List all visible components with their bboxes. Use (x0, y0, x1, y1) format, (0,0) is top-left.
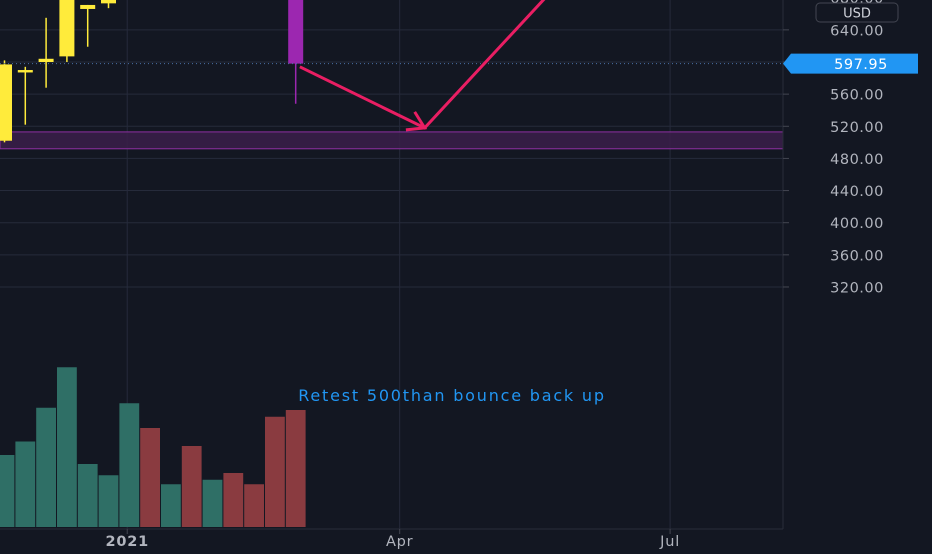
volume-bar (265, 416, 285, 527)
price-tick-label: 400.00 (830, 216, 884, 232)
time-tick-label: Apr (386, 534, 414, 550)
arrow-head-down (405, 111, 428, 132)
candle-body (38, 58, 54, 62)
volume-bar (202, 479, 223, 527)
current-price-tag: 597.95 (783, 53, 918, 74)
volume-bar (57, 367, 77, 527)
time-tick-label: Jul (659, 534, 680, 550)
price-tick-label: 560.00 (830, 88, 884, 104)
price-tick-label: 520.00 (830, 120, 884, 136)
currency-label: USD (843, 7, 871, 22)
price-tick-label: 440.00 (830, 184, 884, 200)
volume-bar (36, 407, 56, 527)
annotation-text: Retest 500than bounce back up (298, 386, 606, 405)
price-tick-label: 320.00 (830, 280, 884, 296)
volume-bar (223, 473, 244, 527)
price-tick-label: 480.00 (830, 152, 884, 168)
time-tick-label: 2021 (105, 534, 149, 550)
volume-bar (181, 446, 202, 527)
candle-body (59, 0, 75, 57)
volume-bar (244, 484, 264, 527)
volume-bar (140, 428, 160, 527)
price-tick-label: 360.00 (830, 248, 884, 264)
candle-body (288, 0, 304, 64)
volume-bar (77, 464, 98, 527)
time-axis[interactable]: 2021 Apr Jul (0, 528, 783, 550)
volume-bar (98, 475, 119, 527)
candle-body (17, 70, 33, 73)
volume-bar (0, 455, 15, 527)
currency-button[interactable]: USD (815, 2, 899, 23)
candle-body (0, 64, 12, 141)
volume-bars (0, 367, 306, 527)
volume-bar (15, 441, 36, 527)
candles (0, 0, 304, 143)
support-zone (0, 131, 784, 150)
candle-body (80, 4, 96, 9)
volume-bar (119, 403, 140, 527)
price-tag-shape (783, 53, 918, 74)
volume-bar (285, 410, 306, 527)
support-zone-layer (0, 131, 784, 150)
candle-body (101, 0, 116, 4)
price-tick-label: 640.00 (830, 23, 884, 39)
price-tag-label: 597.95 (834, 57, 888, 73)
volume-bar (161, 484, 181, 527)
projection-arrow (299, 0, 546, 132)
